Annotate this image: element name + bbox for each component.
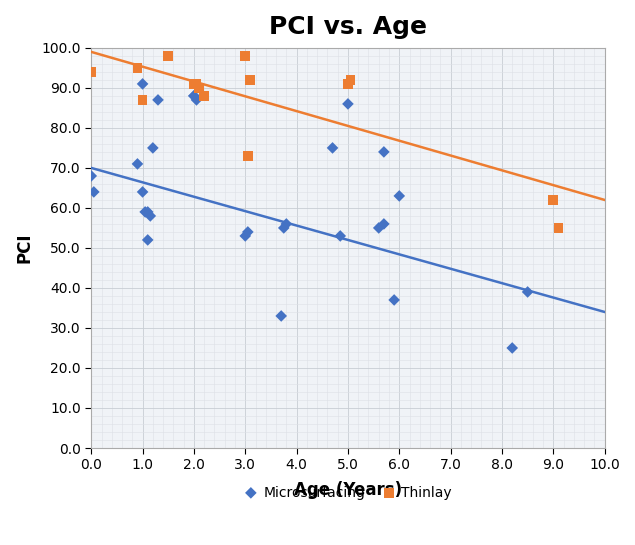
Microsurfacing (189, 92, 199, 100)
Title: PCI vs. Age: PCI vs. Age (269, 15, 427, 39)
Microsurfacing (191, 95, 201, 104)
Microsurfacing (328, 143, 338, 152)
Thinlay (194, 83, 204, 92)
Thinlay (548, 196, 558, 204)
Microsurfacing (394, 192, 404, 201)
Microsurfacing (89, 187, 99, 196)
Thinlay (553, 223, 563, 232)
Microsurfacing (389, 295, 399, 304)
Thinlay (86, 68, 97, 76)
Y-axis label: PCI: PCI (15, 233, 33, 263)
Thinlay (345, 76, 356, 84)
Legend: Microsurfacing, Thinlay: Microsurfacing, Thinlay (238, 480, 458, 505)
Microsurfacing (279, 223, 289, 232)
Thinlay (245, 76, 255, 84)
Thinlay (240, 52, 250, 60)
Microsurfacing (373, 223, 384, 232)
Microsurfacing (138, 187, 148, 196)
Microsurfacing (240, 232, 250, 240)
Thinlay (343, 80, 353, 88)
Thinlay (199, 92, 210, 100)
Microsurfacing (189, 92, 199, 100)
Microsurfacing (379, 220, 389, 228)
Thinlay (191, 80, 201, 88)
Microsurfacing (145, 211, 156, 220)
Microsurfacing (523, 288, 533, 296)
X-axis label: Age (Years): Age (Years) (294, 481, 402, 499)
Microsurfacing (148, 143, 158, 152)
Microsurfacing (335, 232, 345, 240)
Microsurfacing (132, 160, 142, 168)
Microsurfacing (343, 100, 353, 108)
Microsurfacing (379, 148, 389, 156)
Thinlay (243, 152, 253, 160)
Microsurfacing (243, 228, 253, 237)
Microsurfacing (140, 208, 150, 216)
Microsurfacing (86, 172, 97, 180)
Microsurfacing (507, 343, 518, 352)
Microsurfacing (276, 312, 286, 320)
Thinlay (189, 80, 199, 88)
Microsurfacing (281, 220, 291, 228)
Microsurfacing (143, 208, 153, 216)
Thinlay (138, 95, 148, 104)
Thinlay (132, 64, 142, 72)
Microsurfacing (138, 80, 148, 88)
Microsurfacing (153, 95, 163, 104)
Thinlay (163, 52, 173, 60)
Microsurfacing (143, 235, 153, 244)
